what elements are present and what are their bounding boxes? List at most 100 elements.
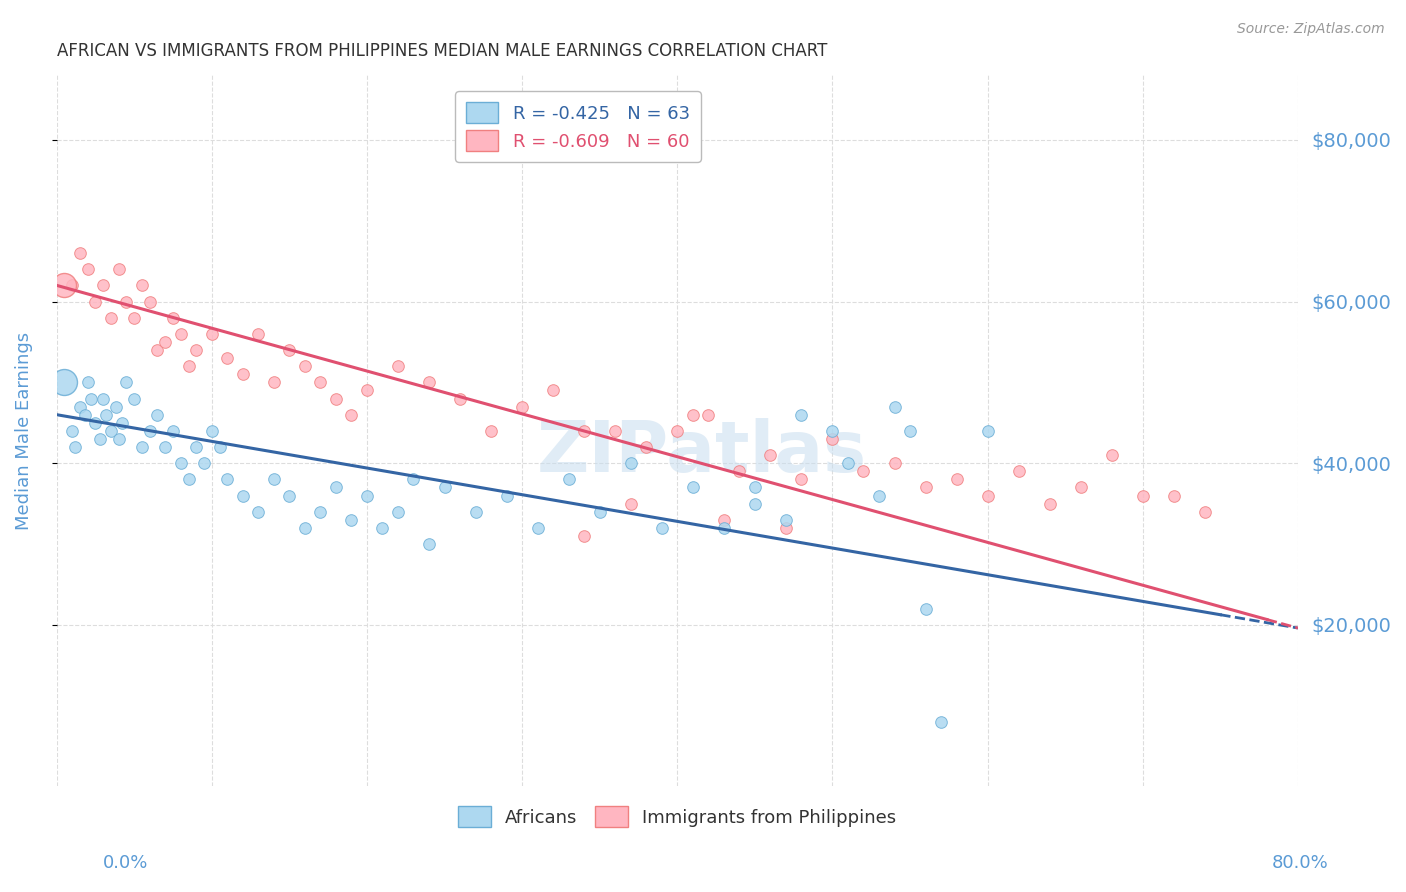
- Point: [247, 505, 270, 519]
- Point: [651, 521, 673, 535]
- Point: [107, 262, 129, 277]
- Point: [402, 472, 425, 486]
- Point: [976, 424, 998, 438]
- Point: [146, 343, 169, 357]
- Point: [636, 440, 658, 454]
- Text: AFRICAN VS IMMIGRANTS FROM PHILIPPINES MEDIAN MALE EARNINGS CORRELATION CHART: AFRICAN VS IMMIGRANTS FROM PHILIPPINES M…: [56, 42, 827, 60]
- Point: [91, 392, 114, 406]
- Point: [898, 424, 921, 438]
- Point: [572, 424, 595, 438]
- Point: [60, 278, 83, 293]
- Point: [138, 294, 160, 309]
- Point: [89, 432, 111, 446]
- Point: [217, 472, 239, 486]
- Point: [852, 464, 875, 478]
- Point: [177, 359, 200, 374]
- Point: [65, 440, 87, 454]
- Point: [69, 246, 91, 260]
- Point: [131, 440, 153, 454]
- Point: [232, 368, 254, 382]
- Point: [131, 278, 153, 293]
- Point: [155, 334, 177, 349]
- Point: [620, 497, 643, 511]
- Point: [263, 472, 285, 486]
- Point: [91, 278, 114, 293]
- Point: [572, 529, 595, 543]
- Point: [914, 601, 936, 615]
- Point: [278, 488, 301, 502]
- Point: [620, 456, 643, 470]
- Point: [1007, 464, 1029, 478]
- Point: [371, 521, 394, 535]
- Point: [84, 294, 107, 309]
- Point: [929, 714, 952, 729]
- Point: [170, 456, 193, 470]
- Text: ZIPatlas: ZIPatlas: [537, 417, 868, 487]
- Point: [682, 408, 704, 422]
- Point: [495, 488, 517, 502]
- Y-axis label: Median Male Earnings: Median Male Earnings: [15, 332, 32, 530]
- Point: [418, 376, 440, 390]
- Point: [605, 424, 627, 438]
- Point: [713, 521, 735, 535]
- Point: [883, 456, 905, 470]
- Point: [122, 392, 145, 406]
- Point: [976, 488, 998, 502]
- Point: [713, 513, 735, 527]
- Point: [744, 497, 766, 511]
- Point: [1163, 488, 1185, 502]
- Legend: Africans, Immigrants from Philippines: Africans, Immigrants from Philippines: [451, 799, 904, 834]
- Point: [1070, 480, 1092, 494]
- Point: [146, 408, 169, 422]
- Point: [868, 488, 890, 502]
- Point: [1194, 505, 1216, 519]
- Point: [186, 440, 208, 454]
- Point: [69, 400, 91, 414]
- Point: [837, 456, 859, 470]
- Point: [294, 521, 316, 535]
- Point: [449, 392, 471, 406]
- Point: [107, 432, 129, 446]
- Point: [76, 376, 98, 390]
- Point: [557, 472, 579, 486]
- Point: [193, 456, 215, 470]
- Point: [53, 278, 76, 293]
- Point: [115, 294, 138, 309]
- Point: [111, 416, 134, 430]
- Point: [1132, 488, 1154, 502]
- Point: [325, 480, 347, 494]
- Point: [1101, 448, 1123, 462]
- Point: [340, 513, 363, 527]
- Point: [122, 310, 145, 325]
- Point: [728, 464, 751, 478]
- Point: [510, 400, 533, 414]
- Point: [1039, 497, 1062, 511]
- Point: [96, 408, 118, 422]
- Point: [76, 262, 98, 277]
- Point: [479, 424, 502, 438]
- Point: [247, 326, 270, 341]
- Point: [775, 513, 797, 527]
- Point: [821, 432, 844, 446]
- Point: [162, 424, 184, 438]
- Point: [883, 400, 905, 414]
- Point: [263, 376, 285, 390]
- Point: [775, 521, 797, 535]
- Point: [666, 424, 689, 438]
- Point: [759, 448, 782, 462]
- Point: [697, 408, 720, 422]
- Point: [541, 384, 564, 398]
- Point: [115, 376, 138, 390]
- Point: [138, 424, 160, 438]
- Point: [84, 416, 107, 430]
- Point: [945, 472, 967, 486]
- Point: [73, 408, 96, 422]
- Point: [325, 392, 347, 406]
- Point: [589, 505, 612, 519]
- Point: [60, 424, 83, 438]
- Point: [162, 310, 184, 325]
- Point: [356, 488, 378, 502]
- Point: [682, 480, 704, 494]
- Point: [340, 408, 363, 422]
- Text: 80.0%: 80.0%: [1272, 855, 1329, 872]
